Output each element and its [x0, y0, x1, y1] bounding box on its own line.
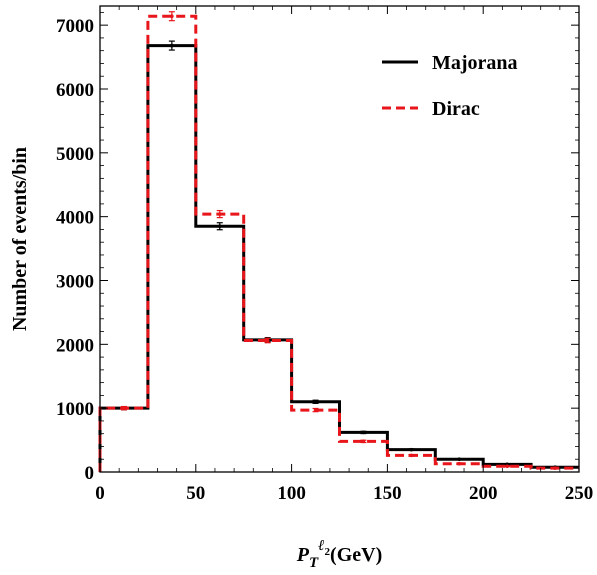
data-point: [361, 430, 366, 435]
y-axis: 0 1000 2000 3000 4000 5000 6000 7000: [56, 11, 579, 484]
y-tick-label: 3000: [56, 271, 94, 292]
data-point: [457, 457, 462, 462]
legend: Majorana Dirac: [382, 52, 518, 120]
x-tick-label: 200: [469, 483, 498, 504]
x-axis-label-main: P: [296, 544, 310, 566]
y-tick-label: 7000: [56, 16, 94, 37]
x-tick-label: 50: [186, 483, 205, 504]
data-point: [409, 453, 414, 458]
x-tick-label: 0: [95, 483, 105, 504]
y-tick-label: 1000: [56, 399, 94, 420]
data-point: [409, 447, 414, 452]
data-point: [265, 338, 270, 343]
x-tick-label: 250: [565, 483, 594, 504]
y-tick-label: 2000: [56, 335, 94, 356]
y-tick-label: 6000: [56, 80, 94, 101]
x-tick-label: 150: [373, 483, 402, 504]
x-axis-label-sup: ℓ: [318, 538, 324, 554]
data-point: [505, 464, 509, 469]
data-point: [313, 399, 318, 404]
legend-label: Dirac: [432, 98, 480, 120]
x-axis-label-sub: T: [309, 555, 319, 571]
x-axis-label: PTℓ2(GeV): [296, 538, 383, 571]
data-point: [217, 212, 222, 216]
data-point: [313, 408, 318, 412]
x-axis-label-unit: (GeV): [330, 544, 382, 566]
x-axis-label-supsub: 2: [325, 546, 331, 558]
y-tick-label: 0: [85, 463, 95, 484]
x-axis: 0 50 100 150 200 250: [95, 6, 593, 504]
data-point: [553, 466, 557, 470]
data-point: [361, 439, 366, 444]
y-tick-label: 4000: [56, 208, 94, 229]
x-tick-label: 100: [277, 483, 306, 504]
histogram-step-line: [98, 44, 579, 472]
data-point: [217, 224, 222, 229]
plot-frame: [99, 5, 580, 473]
data-point: [170, 43, 174, 48]
plot-area: [98, 11, 579, 472]
data-point: [122, 406, 126, 410]
legend-label: Majorana: [432, 52, 518, 74]
data-point: [457, 461, 462, 466]
y-axis-label: Number of events/bin: [9, 147, 31, 331]
series-majorana: [98, 40, 579, 472]
data-point: [170, 14, 174, 19]
y-tick-label: 5000: [56, 144, 94, 165]
